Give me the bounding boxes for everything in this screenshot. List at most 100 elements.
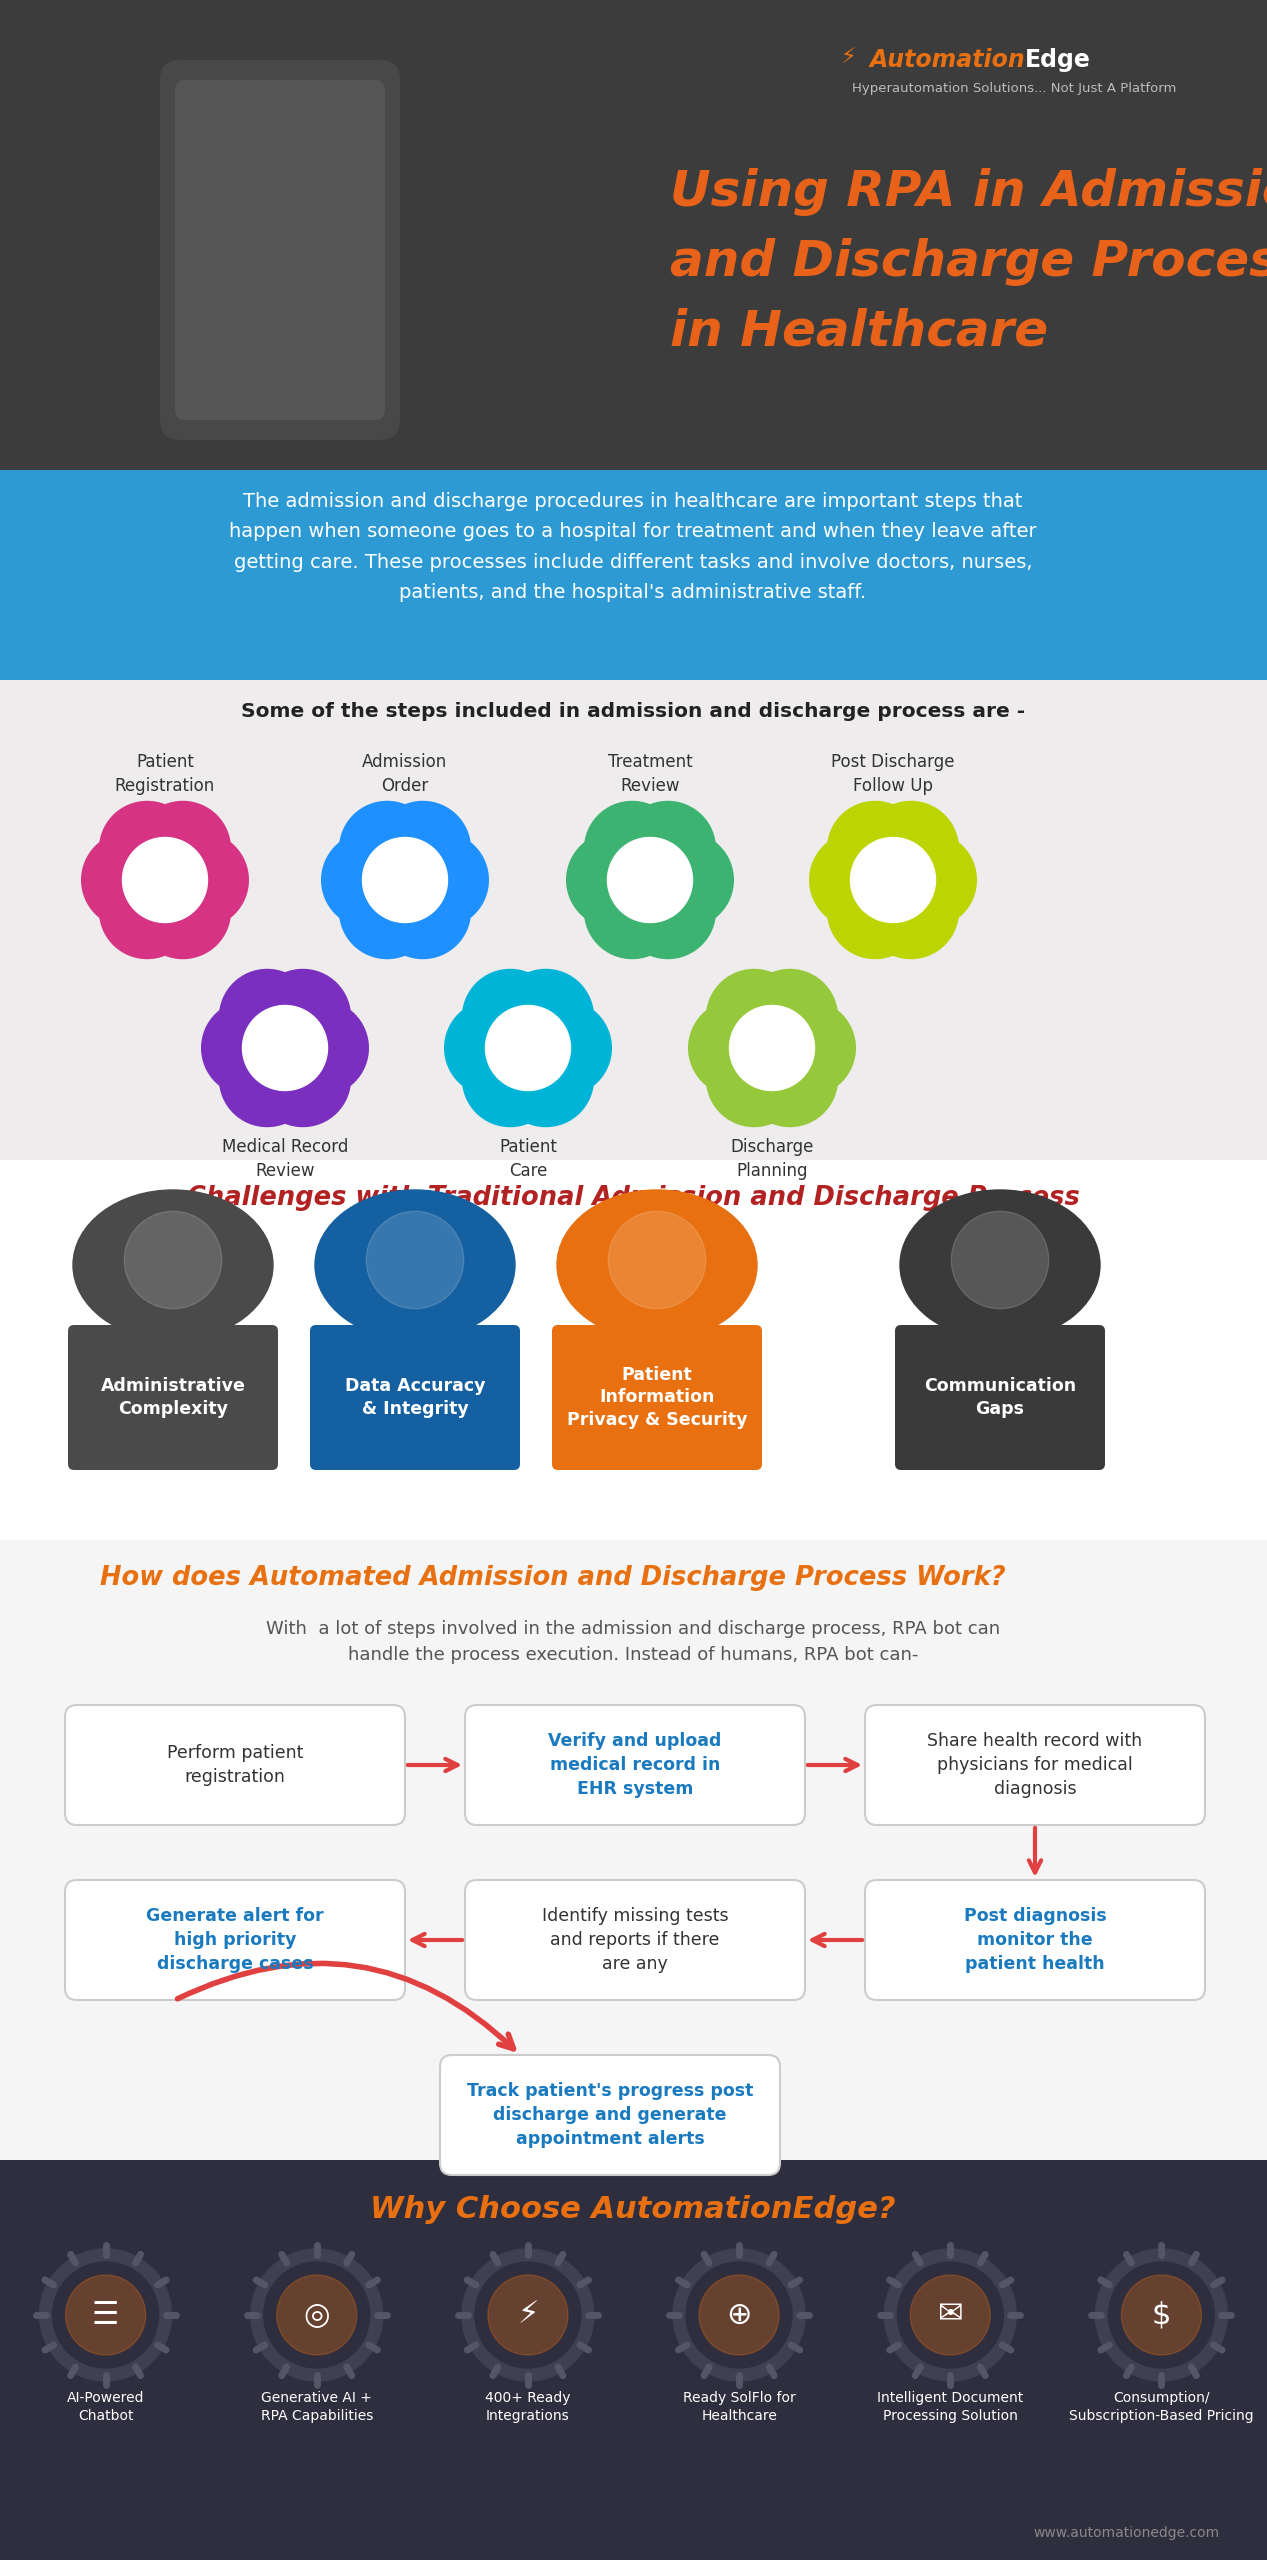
Text: Hyperautomation Solutions... Not Just A Platform: Hyperautomation Solutions... Not Just A … xyxy=(851,82,1176,95)
Circle shape xyxy=(242,1006,327,1091)
Bar xyxy=(0,0,1267,471)
Circle shape xyxy=(201,1001,296,1096)
FancyBboxPatch shape xyxy=(160,59,400,440)
Circle shape xyxy=(81,832,177,927)
Circle shape xyxy=(621,801,716,896)
Text: ✉: ✉ xyxy=(938,2301,963,2330)
Text: ◎: ◎ xyxy=(303,2301,331,2330)
Text: and Discharge Process: and Discharge Process xyxy=(670,238,1267,287)
FancyBboxPatch shape xyxy=(895,1326,1105,1469)
Circle shape xyxy=(264,2263,370,2368)
FancyBboxPatch shape xyxy=(68,1326,277,1469)
Text: Generate alert for
high priority
discharge cases: Generate alert for high priority dischar… xyxy=(146,1907,324,1974)
Circle shape xyxy=(357,832,452,927)
Circle shape xyxy=(897,2263,1003,2368)
Circle shape xyxy=(673,2250,805,2381)
Text: Verify and upload
medical record in
EHR system: Verify and upload medical record in EHR … xyxy=(549,1733,722,1797)
Circle shape xyxy=(366,1211,464,1308)
Circle shape xyxy=(375,801,470,896)
FancyBboxPatch shape xyxy=(465,1705,805,1825)
Circle shape xyxy=(153,832,248,927)
Text: Admission
Order: Admission Order xyxy=(362,753,447,796)
Circle shape xyxy=(845,832,940,927)
Text: Administrative
Complexity: Administrative Complexity xyxy=(100,1377,246,1418)
Text: Automation: Automation xyxy=(870,49,1026,72)
Text: Treatment
Review: Treatment Review xyxy=(608,753,692,796)
FancyBboxPatch shape xyxy=(865,1705,1205,1825)
Text: 400+ Ready
Integrations: 400+ Ready Integrations xyxy=(485,2391,570,2424)
Circle shape xyxy=(730,1006,815,1091)
Text: ☰: ☰ xyxy=(92,2301,119,2330)
Text: ⚡: ⚡ xyxy=(840,49,855,69)
Text: Identify missing tests
and reports if there
are any: Identify missing tests and reports if th… xyxy=(542,1907,729,1974)
Circle shape xyxy=(1096,2250,1228,2381)
Circle shape xyxy=(602,832,698,927)
Circle shape xyxy=(340,801,435,896)
Circle shape xyxy=(742,970,837,1065)
Circle shape xyxy=(639,832,734,927)
Text: Post Discharge
Follow Up: Post Discharge Follow Up xyxy=(831,753,955,796)
FancyBboxPatch shape xyxy=(65,1879,405,1999)
Circle shape xyxy=(584,801,680,896)
Circle shape xyxy=(760,1001,855,1096)
FancyBboxPatch shape xyxy=(552,1326,761,1469)
Circle shape xyxy=(827,863,922,957)
Circle shape xyxy=(462,2250,594,2381)
Circle shape xyxy=(608,1211,706,1308)
Circle shape xyxy=(118,832,213,927)
Circle shape xyxy=(699,2276,779,2355)
Text: Generative AI +
RPA Capabilities: Generative AI + RPA Capabilities xyxy=(261,2391,372,2424)
Circle shape xyxy=(607,837,693,922)
Circle shape xyxy=(850,837,935,922)
Text: How does Automated Admission and Discharge Process Work?: How does Automated Admission and Dischar… xyxy=(100,1564,1006,1590)
Circle shape xyxy=(742,1032,837,1126)
FancyBboxPatch shape xyxy=(440,2056,780,2176)
Circle shape xyxy=(445,1001,540,1096)
Text: ⚡: ⚡ xyxy=(517,2301,538,2330)
Bar xyxy=(0,471,1267,681)
Bar xyxy=(0,1541,1267,2161)
Circle shape xyxy=(810,832,905,927)
Circle shape xyxy=(498,1032,593,1126)
Text: With  a lot of steps involved in the admission and discharge process, RPA bot ca: With a lot of steps involved in the admi… xyxy=(266,1620,1000,1664)
Circle shape xyxy=(910,2276,991,2355)
Text: Edge: Edge xyxy=(1025,49,1091,72)
Circle shape xyxy=(251,2250,383,2381)
Ellipse shape xyxy=(557,1190,756,1339)
Text: Patient
Registration: Patient Registration xyxy=(115,753,215,796)
Circle shape xyxy=(881,832,977,927)
Circle shape xyxy=(136,863,231,957)
Circle shape xyxy=(124,1211,222,1308)
Text: $: $ xyxy=(1152,2301,1171,2330)
Text: Post diagnosis
monitor the
patient health: Post diagnosis monitor the patient healt… xyxy=(964,1907,1106,1974)
Circle shape xyxy=(566,832,661,927)
Ellipse shape xyxy=(900,1190,1100,1339)
Text: Patient
Information
Privacy & Security: Patient Information Privacy & Security xyxy=(566,1364,748,1428)
Text: Perform patient
registration: Perform patient registration xyxy=(167,1743,303,1787)
Text: www.automationedge.com: www.automationedge.com xyxy=(1034,2527,1220,2540)
Text: Intelligent Document
Processing Solution: Intelligent Document Processing Solution xyxy=(877,2391,1024,2424)
Circle shape xyxy=(884,2250,1016,2381)
Circle shape xyxy=(687,2263,792,2368)
Circle shape xyxy=(362,837,447,922)
Circle shape xyxy=(276,2276,357,2355)
Circle shape xyxy=(340,863,435,957)
Text: Consumption/
Subscription-Based Pricing: Consumption/ Subscription-Based Pricing xyxy=(1069,2391,1254,2424)
Text: Patient
Care: Patient Care xyxy=(499,1139,557,1180)
Text: Data Accuracy
& Integrity: Data Accuracy & Integrity xyxy=(345,1377,485,1418)
Text: Why Choose AutomationEdge?: Why Choose AutomationEdge? xyxy=(370,2194,896,2225)
Text: Discharge
Planning: Discharge Planning xyxy=(730,1139,813,1180)
Text: AI-Powered
Chatbot: AI-Powered Chatbot xyxy=(67,2391,144,2424)
FancyBboxPatch shape xyxy=(175,79,385,420)
Text: Medical Record
Review: Medical Record Review xyxy=(222,1139,348,1180)
FancyBboxPatch shape xyxy=(310,1326,519,1469)
Text: Track patient's progress post
discharge and generate
appointment alerts: Track patient's progress post discharge … xyxy=(466,2081,753,2148)
Text: The admission and discharge procedures in healthcare are important steps that
ha: The admission and discharge procedures i… xyxy=(229,492,1036,602)
Circle shape xyxy=(393,832,488,927)
Ellipse shape xyxy=(73,1190,272,1339)
Circle shape xyxy=(584,863,680,957)
Circle shape xyxy=(39,2250,171,2381)
Text: Ready SolFlo for
Healthcare: Ready SolFlo for Healthcare xyxy=(683,2391,796,2424)
Circle shape xyxy=(100,801,195,896)
Circle shape xyxy=(66,2276,146,2355)
